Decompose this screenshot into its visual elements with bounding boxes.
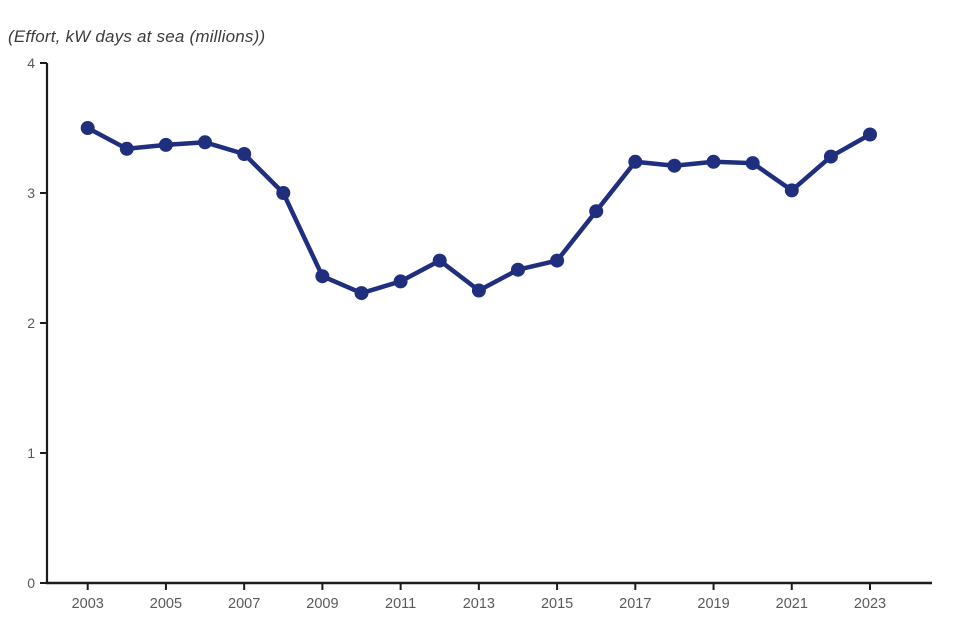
y-tick-label-3: 3 [27,185,35,201]
x-tick-label-2013: 2013 [463,596,495,612]
data-point-2016 [589,204,604,219]
y-tick-label-0: 0 [27,575,35,591]
data-point-2020 [745,156,760,171]
x-tick-label-2019: 2019 [697,596,729,612]
x-tick-label-2017: 2017 [619,596,651,612]
data-point-2014 [511,262,525,277]
x-tick-label-2005: 2005 [150,596,182,612]
data-point-2006 [198,135,212,150]
effort-line [85,125,873,296]
y-tick-label-2: 2 [27,315,35,331]
data-point-2008 [276,186,291,200]
data-point-2019 [706,154,721,169]
x-tick-label-2023: 2023 [854,596,886,612]
data-point-2007 [237,147,252,161]
data-point-2021 [784,183,799,198]
chart-title: (Effort, kW days at sea (millions)) [8,27,266,46]
data-point-2023 [863,127,877,142]
x-tick-label-2007: 2007 [228,596,260,612]
data-point-2018 [667,158,682,173]
data-point-2004 [119,141,134,156]
x-tick-label-2021: 2021 [776,596,808,612]
data-point-2011 [393,274,408,289]
data-point-2022 [823,149,838,164]
data-point-2005 [158,137,173,152]
y-tick-label-4: 4 [27,55,35,71]
x-tick-label-2003: 2003 [72,596,104,612]
data-point-2017 [628,154,643,169]
data-point-2015 [550,253,565,268]
data-point-2009 [315,269,330,284]
data-point-2010 [354,286,369,301]
x-tick-label-2009: 2009 [306,596,338,612]
data-point-2012 [432,253,447,268]
x-tick-label-2015: 2015 [541,596,573,612]
data-point-2003 [80,121,95,135]
data-point-2013 [471,283,486,298]
y-tick-label-1: 1 [27,445,35,461]
x-tick-label-2011: 2011 [385,596,416,612]
